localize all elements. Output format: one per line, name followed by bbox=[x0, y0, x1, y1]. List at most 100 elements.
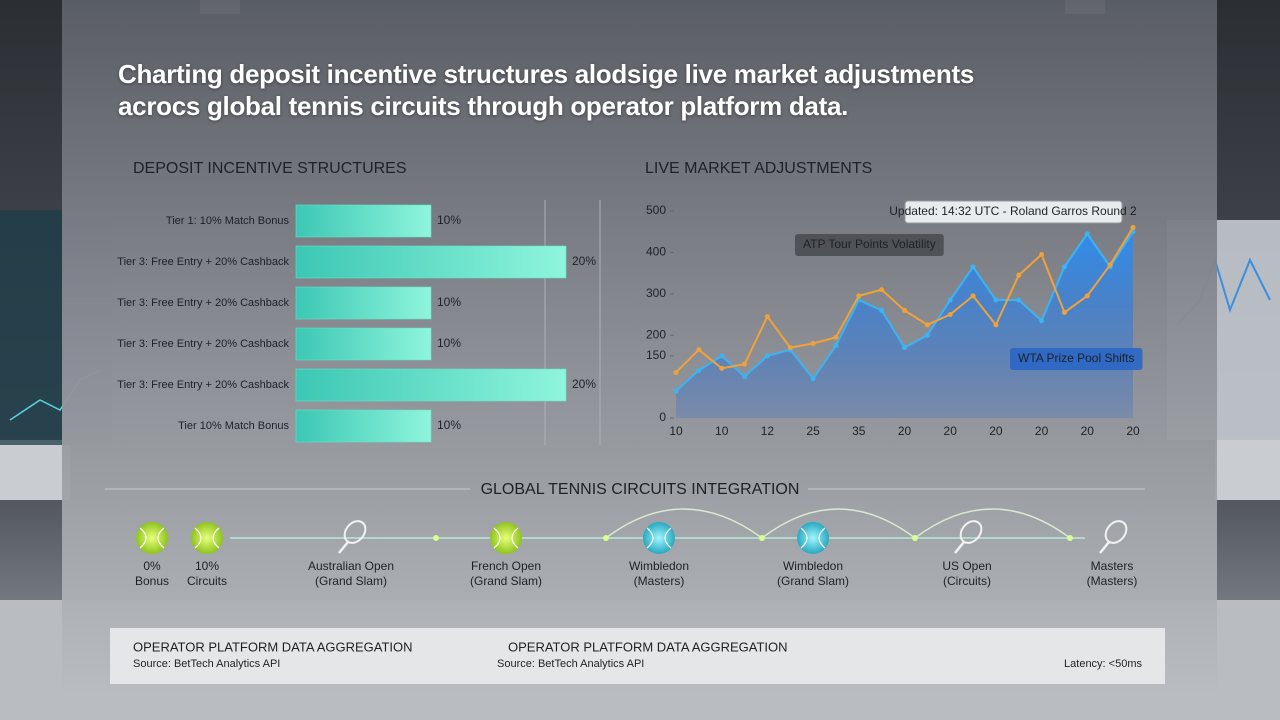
headline: Charting deposit incentive structures al… bbox=[118, 59, 975, 121]
x-tick-label: 10 bbox=[715, 424, 729, 438]
node-label: 10% bbox=[195, 559, 219, 573]
node-sublabel: Circuits bbox=[187, 574, 227, 588]
y-tick-label: 0 bbox=[659, 410, 666, 424]
x-tick-label: 10 bbox=[669, 424, 683, 438]
ball-seam bbox=[139, 527, 165, 549]
section-title: GLOBAL TENNIS CIRCUITS INTEGRATION bbox=[481, 481, 800, 498]
x-tick-label: 20 bbox=[1035, 424, 1049, 438]
racket-icon bbox=[959, 520, 983, 544]
racket-icon bbox=[1104, 520, 1128, 544]
node-label: US Open bbox=[942, 559, 991, 573]
annotation-text: Updated: 14:32 UTC - Roland Garros Round… bbox=[889, 204, 1137, 218]
point bbox=[947, 312, 953, 317]
point bbox=[696, 347, 702, 353]
legend-label: WTA Prize Pool Shifts bbox=[1018, 351, 1134, 365]
category-label: Tier 3: Free Entry + 20% Cashback bbox=[117, 297, 289, 309]
timeline-dots bbox=[433, 535, 1073, 541]
node-sublabel: (Grand Slam) bbox=[315, 574, 387, 588]
x-tick-label: 35 bbox=[852, 424, 866, 438]
ball-icon bbox=[643, 522, 675, 554]
x-tick-label: 12 bbox=[761, 424, 775, 438]
y-tick-label: 300 bbox=[646, 286, 666, 300]
point bbox=[970, 264, 976, 270]
legend-box bbox=[795, 234, 944, 256]
racket-handle bbox=[954, 541, 965, 554]
node-sublabel: (Grand Slam) bbox=[470, 574, 542, 588]
x-tick-label: 20 bbox=[944, 424, 958, 438]
point bbox=[1039, 251, 1045, 257]
point bbox=[673, 369, 679, 375]
ball-seam bbox=[194, 527, 220, 549]
desk bbox=[1215, 440, 1280, 500]
racket-handle bbox=[338, 541, 349, 554]
point bbox=[924, 322, 930, 328]
point bbox=[696, 367, 702, 373]
point bbox=[673, 388, 679, 394]
value-label: 10% bbox=[437, 336, 461, 350]
legend-box bbox=[1010, 348, 1143, 370]
value-label: 20% bbox=[572, 377, 596, 391]
node-sublabel: (Circuits) bbox=[943, 574, 991, 588]
desk bbox=[0, 440, 70, 500]
timeline-arc bbox=[605, 508, 1071, 539]
area-fill bbox=[676, 231, 1133, 418]
value-label: 20% bbox=[572, 254, 596, 268]
point bbox=[1039, 318, 1045, 324]
point bbox=[993, 297, 999, 303]
x-tick-label: 25 bbox=[806, 424, 820, 438]
node-label: Wimbledon bbox=[783, 559, 843, 573]
bar bbox=[295, 409, 432, 443]
node-sublabel: (Masters) bbox=[634, 574, 685, 588]
x-tick-label: 20 bbox=[898, 424, 912, 438]
ball-icon bbox=[191, 522, 223, 554]
point bbox=[879, 287, 885, 293]
point bbox=[1084, 231, 1090, 237]
ball-seam bbox=[800, 527, 826, 549]
point bbox=[970, 293, 976, 299]
x-tick-label: 20 bbox=[989, 424, 1003, 438]
footer-latency: Latency: <50ms bbox=[1064, 658, 1142, 670]
bar bbox=[295, 204, 432, 238]
chart-title: LIVE MARKET ADJUSTMENTS bbox=[645, 160, 872, 177]
point bbox=[764, 314, 770, 320]
node-label: Masters bbox=[1091, 559, 1134, 573]
point bbox=[993, 322, 999, 328]
node-sublabel: (Grand Slam) bbox=[777, 574, 849, 588]
point bbox=[742, 374, 748, 380]
point bbox=[719, 365, 725, 371]
value-label: 10% bbox=[437, 295, 461, 309]
footer-source: Source: BetTech Analytics API bbox=[133, 658, 280, 670]
point bbox=[1016, 297, 1022, 303]
node-sublabel: (Masters) bbox=[1087, 574, 1138, 588]
point bbox=[1107, 262, 1113, 268]
value-label: 10% bbox=[437, 213, 461, 227]
point bbox=[1061, 309, 1067, 315]
y-tick-label: 200 bbox=[646, 327, 666, 341]
point bbox=[947, 297, 953, 303]
node-label: French Open bbox=[471, 559, 541, 573]
legend-label: ATP Tour Points Volatility bbox=[803, 237, 936, 251]
node-label: Wimbledon bbox=[629, 559, 689, 573]
legend-entry: WTA Prize Pool Shifts bbox=[1010, 348, 1143, 370]
point bbox=[833, 343, 839, 349]
point bbox=[1061, 264, 1067, 270]
category-label: Tier 3: Free Entry + 20% Cashback bbox=[117, 256, 289, 268]
category-label: Tier 10% Match Bonus bbox=[178, 420, 289, 432]
annotation-box bbox=[904, 200, 1123, 224]
value-label: 10% bbox=[437, 418, 461, 432]
bar bbox=[295, 327, 432, 361]
chart-title: DEPOSIT INCENTIVE STRUCTURES bbox=[133, 160, 407, 177]
point bbox=[1016, 272, 1022, 278]
footer-panel bbox=[110, 628, 1165, 684]
ball-icon bbox=[136, 522, 168, 554]
legend-entry: ATP Tour Points Volatility bbox=[795, 234, 944, 256]
bar bbox=[295, 368, 567, 402]
point bbox=[742, 361, 748, 367]
point bbox=[719, 353, 725, 359]
ball-seam bbox=[493, 527, 519, 549]
node-sublabel: Bonus bbox=[135, 574, 169, 588]
racket-handle bbox=[1099, 541, 1110, 554]
annotation: Updated: 14:32 UTC - Roland Garros Round… bbox=[889, 200, 1137, 224]
category-label: Tier 1: 10% Match Bonus bbox=[166, 215, 290, 227]
